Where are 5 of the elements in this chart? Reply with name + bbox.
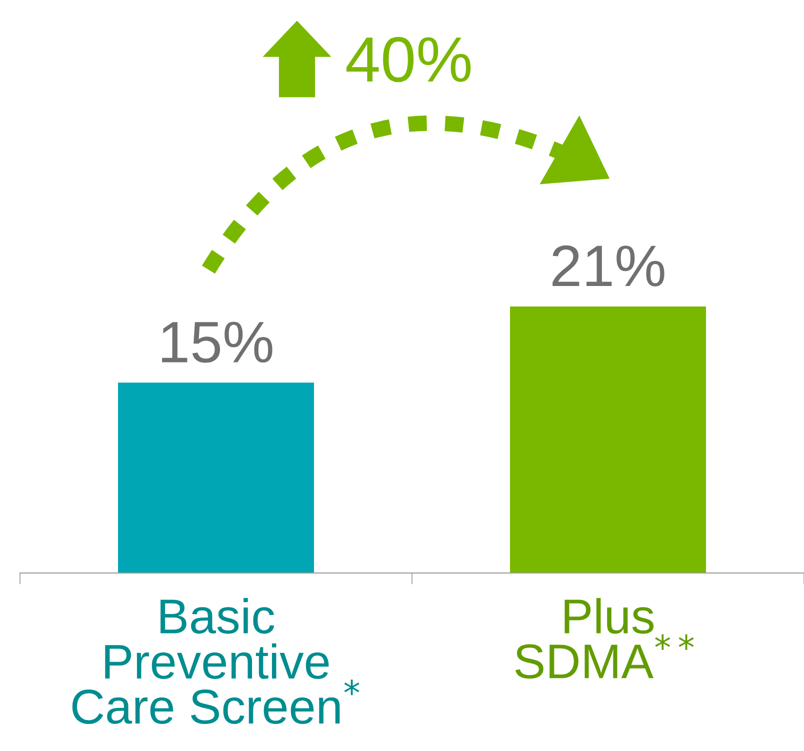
- x-tick-label: Plus SDMA$^{**}$: [515, 598, 694, 679]
- text: 40%: [346, 36, 471, 82]
- data-label: 15%: [162, 322, 272, 363]
- x-tick-label: Basic Preventive Care Screen$^{*}$: [72, 598, 360, 724]
- data-label: 21%: [552, 245, 664, 286]
